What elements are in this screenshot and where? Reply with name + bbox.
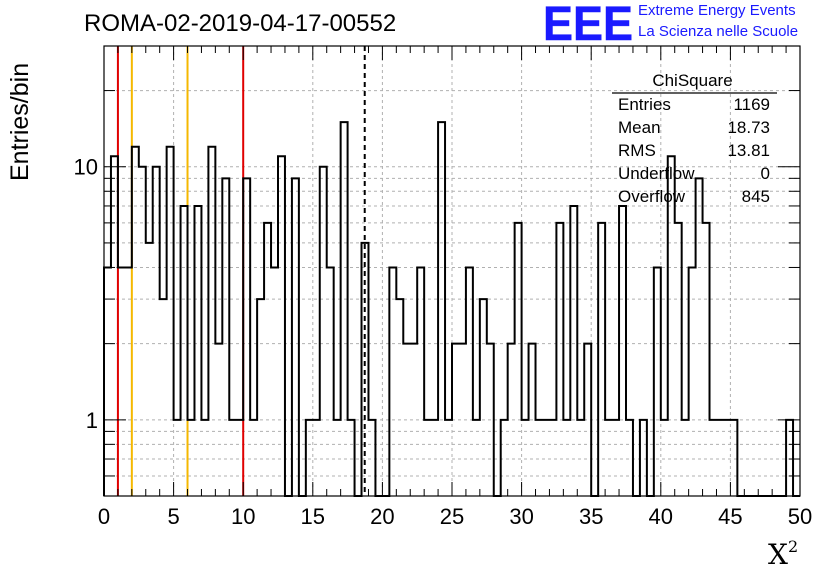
histogram-bin <box>675 223 682 496</box>
logo-subtitle-1: Extreme Energy Events <box>638 2 796 19</box>
histogram-bin <box>696 178 703 496</box>
stats-value: 13.81 <box>727 141 770 160</box>
histogram-bin <box>125 267 132 496</box>
stats-value: 1169 <box>733 95 770 114</box>
histogram-bin <box>271 267 278 496</box>
y-tick-label: 10 <box>74 155 98 180</box>
chart-title: ROMA-02-2019-04-17-00552 <box>84 10 397 37</box>
histogram-bin <box>222 178 229 496</box>
histogram-bin <box>257 299 264 496</box>
ticks-layer: 0 5 10 15 20 25 30 35 40 45 50 1 10 <box>74 45 812 529</box>
y-axis-label: Entries/bin <box>6 62 34 181</box>
histogram-bin <box>389 267 396 496</box>
x-tick-label: 10 <box>231 504 255 529</box>
x-tick-label: 30 <box>509 504 533 529</box>
x-tick-label: 15 <box>301 504 325 529</box>
x-tick-label: 25 <box>440 504 464 529</box>
histogram-bin <box>194 206 201 496</box>
histogram-bin <box>417 267 424 496</box>
x-tick-label: 40 <box>649 504 673 529</box>
x-tick-label: 0 <box>98 504 110 529</box>
stats-label: Overflow <box>618 187 686 206</box>
x-tick-label: 5 <box>167 504 179 529</box>
histogram-bin <box>132 147 139 496</box>
stats-value: 0 <box>761 164 770 183</box>
x-tick-label: 35 <box>579 504 603 529</box>
histogram-bin <box>556 223 563 496</box>
x-tick-label: 20 <box>370 504 394 529</box>
histogram-bin <box>181 206 188 496</box>
histogram-bin <box>118 267 125 496</box>
histogram-bin <box>654 267 661 496</box>
y-tick-label: 1 <box>86 408 98 433</box>
stats-label: Entries <box>618 95 671 114</box>
histogram-layer <box>103 121 800 497</box>
histogram-bin <box>153 167 160 496</box>
histogram-bin <box>703 223 710 496</box>
histogram-bin <box>515 223 522 496</box>
histogram-bin <box>327 267 334 496</box>
histogram-bin <box>111 156 118 496</box>
x-tick-label: 50 <box>788 504 812 529</box>
histogram-bin <box>146 243 153 496</box>
histogram-bin <box>396 299 403 496</box>
stats-label: Mean <box>618 118 661 137</box>
histogram-bin <box>208 147 215 496</box>
histogram-bin <box>619 206 626 496</box>
histogram-step-line <box>103 121 800 497</box>
histogram-bin <box>320 167 327 496</box>
marker-lines-layer <box>116 46 366 496</box>
histogram-bin <box>292 178 299 496</box>
histogram-bin <box>160 299 167 496</box>
histogram-bin <box>139 167 146 496</box>
logo-subtitle-2: La Scienza nelle Scuole <box>638 23 799 40</box>
histogram-bin <box>598 223 605 496</box>
x-axis-label-text: X <box>768 538 788 571</box>
histogram-bin <box>480 299 487 496</box>
stats-value: 18.73 <box>727 118 770 137</box>
histogram-bin <box>243 178 250 496</box>
stats-header: ChiSquare <box>652 71 732 90</box>
histogram-bin <box>668 156 675 496</box>
histogram-bin <box>167 147 174 496</box>
x-axis-label-superscript: 2 <box>787 536 799 556</box>
histogram-bin <box>104 267 111 496</box>
stats-value: 845 <box>742 187 770 206</box>
stats-box: ChiSquare Entries 1169 Mean 18.73 RMS 13.81 Und… <box>612 71 777 206</box>
histogram-bin <box>264 223 271 496</box>
histogram-bin <box>466 267 473 496</box>
histogram-bin <box>689 267 696 496</box>
x-tick-label: 45 <box>718 504 742 529</box>
x-axis-label: X2 <box>768 536 799 571</box>
eee-logo: EEE <box>543 0 633 44</box>
histogram-bin <box>278 156 285 496</box>
stats-label: Underflow <box>618 164 695 183</box>
eee-logo-text: EEE <box>543 0 633 44</box>
histogram-bin <box>570 206 577 496</box>
stats-label: RMS <box>618 141 656 160</box>
